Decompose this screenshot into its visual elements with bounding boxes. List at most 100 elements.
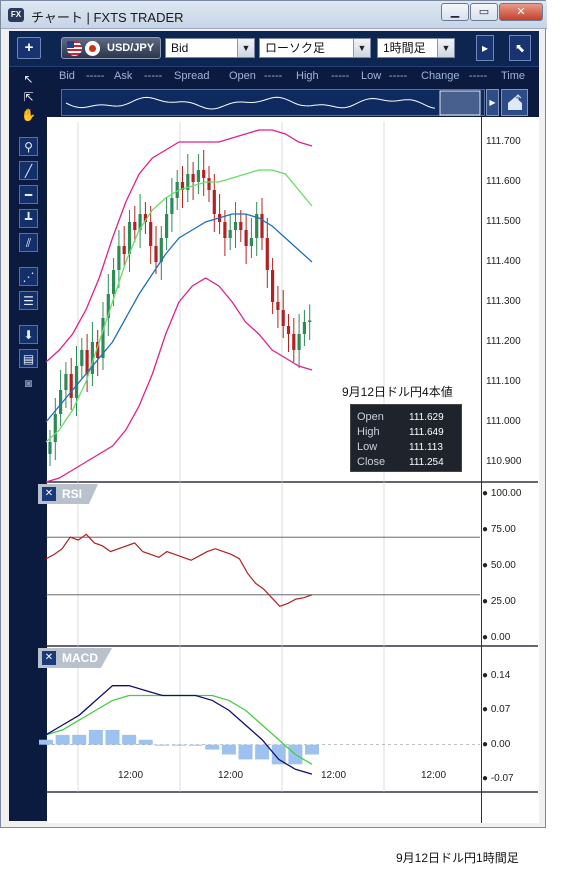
close-macd-button[interactable]: ✕ [42,651,56,665]
macd-histogram-bar [39,739,53,745]
macd-histogram-bar [105,729,120,745]
horizontal-line-icon[interactable]: ━ [19,185,38,204]
time-tick-label: 12:00 [118,770,144,781]
close-button[interactable]: ✕ [499,3,543,21]
candle-body [196,170,200,182]
price-axis [481,117,539,823]
candle-body [202,170,206,178]
chart-type-select[interactable]: ローソク足 ▼ [259,38,371,58]
timeframe-value: 1時間足 [383,41,426,55]
time-tick-label: 12:00 [321,770,347,781]
open-value: ----- [264,70,283,82]
symbol-label: USD/JPY [107,42,155,54]
navigator-next-button[interactable]: ▶ [486,89,499,116]
symbol-button[interactable]: USD/JPY [61,37,161,59]
quote-header: Bid ----- Ask ----- Spread Open ----- Hi… [49,68,539,86]
price-side-value: Bid [171,41,189,55]
close-rsi-button[interactable]: ✕ [42,487,56,501]
vertical-line-icon[interactable]: ┻ [19,209,38,228]
home-icon[interactable] [501,89,528,116]
rsi-tick-label: ● 75.00 [482,524,516,535]
macd-histogram-bar [155,744,170,746]
price-tick-label: 110.900 [486,456,522,467]
low-label: Low [357,441,378,453]
candle-body [212,190,216,214]
candle-body [127,222,132,254]
high-label: High [357,426,380,438]
minimize-button[interactable]: ▁ [441,3,469,21]
rsi-tick-label: ● 50.00 [482,560,516,571]
macd-histogram-bar [188,744,203,746]
macd-histogram-bar [271,744,286,765]
detach-window-button[interactable]: ⬉ [509,35,531,61]
price-tick-label: 111.300 [486,296,521,307]
window-title: チャート | FXTS TRADER [31,10,184,25]
rsi-tick-label: ● 100.00 [482,488,522,499]
open-label: Open [357,411,384,423]
ohlc-box: Open 111.629 High 111.649 Low 111.113 Cl… [350,404,462,472]
time-label: Time [501,70,526,82]
macd-tick-label: ● -0.07 [482,773,514,785]
parallel-line-icon[interactable]: ⫽ [19,233,38,252]
candle-body [286,326,291,334]
candle-body [249,238,253,246]
pin-icon[interactable]: ⚲ [19,137,38,156]
macd-tick-label: ● 0.00 [482,738,511,750]
trend-line-icon[interactable]: ╱ [19,161,38,180]
candle-body [191,174,195,182]
hand-icon[interactable]: ✋ [21,108,36,122]
candle-body [244,230,248,246]
rsi-panel-header: ✕ RSI [38,484,98,504]
macd-histogram-bar [305,744,319,755]
cursor-icon[interactable]: ↖ [23,72,34,86]
add-chart-button[interactable]: + [17,37,41,59]
candle-body [133,222,137,230]
change-value: ----- [469,70,488,82]
candle-body [59,390,63,414]
candle-body [260,214,264,238]
download-icon[interactable]: ⬇ [19,325,38,344]
low-value: ----- [389,70,408,82]
ohlc-annotation: 9月12日ドル円4本値 [342,385,453,399]
candle-body [308,320,312,322]
candle-body [170,198,174,214]
candle-body [239,222,243,230]
candle-body [159,238,163,262]
list-icon[interactable]: ▤ [19,349,38,368]
rsi-tick-label: ● 25.00 [482,596,516,607]
candle-body [281,310,285,326]
macd-tick-label: ● 0.14 [482,669,511,681]
candle-body [64,374,68,390]
macd-label: MACD [62,651,98,665]
close-value: 111.254 [409,457,444,468]
candle-body [96,342,100,358]
toolbar-scroll-button[interactable]: ▸ [476,35,494,61]
candle-body [143,214,147,222]
close-label: Close [357,456,386,468]
candle-body [233,222,238,230]
camera-icon[interactable]: ◙ [24,376,33,390]
macd-histogram-bar [255,744,270,760]
candle-body [297,334,301,350]
crosshair-cursor-icon[interactable]: ⇱ [23,90,34,104]
fan-tool-icon[interactable]: ⋰ [19,267,38,286]
change-label: Change [421,70,460,82]
maximize-button[interactable]: ▭ [470,3,498,21]
price-side-select[interactable]: Bid ▼ [165,38,255,58]
time-tick-label: 12:00 [218,770,244,781]
chart-navigator[interactable] [61,89,485,116]
candle-body [149,222,153,246]
macd-histogram-bar [205,744,220,750]
ma-line [45,213,313,423]
candle-body [117,246,121,270]
candle-body [302,322,306,334]
jp-flag-icon [85,41,100,56]
fibonacci-icon[interactable]: ☰ [19,291,38,310]
candle-body [223,222,227,238]
upper-band-line [45,129,313,363]
timeframe-select[interactable]: 1時間足 ▼ [377,38,455,58]
candle-body [228,230,232,238]
spread-label: Spread [174,70,210,82]
time-tick-label: 12:00 [421,770,447,781]
